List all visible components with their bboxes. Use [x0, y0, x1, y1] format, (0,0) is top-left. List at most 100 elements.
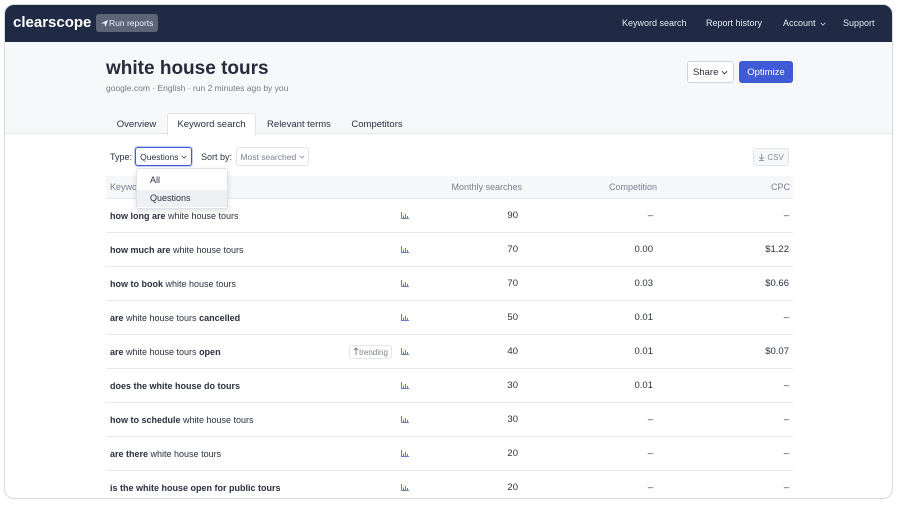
competition: 0.03 [634, 278, 654, 289]
keyword-part: open [199, 346, 221, 357]
column-header: Keyword [110, 182, 146, 192]
nav-link[interactable]: Keyword search [622, 18, 687, 28]
column-header: Monthly searches [451, 182, 522, 192]
navbar: clearscope Run reports Keyword search Rep… [5, 5, 892, 42]
keyword-row: how to book white house tours 70 0.03 $0.66 [106, 266, 793, 300]
keyword-part: how to schedule [110, 414, 181, 425]
competition: – [647, 448, 653, 459]
keyword-part: white house tours [148, 448, 222, 459]
chart-icon[interactable] [401, 484, 409, 491]
type-select[interactable]: Questions [135, 147, 192, 166]
keyword-part: cancelled [199, 312, 241, 323]
cpc: – [783, 210, 789, 221]
keyword-part: are [110, 312, 124, 323]
competition: 0.01 [634, 380, 654, 391]
csv-button[interactable]: CSV [753, 148, 789, 166]
run-reports-button[interactable]: Run reports [96, 14, 159, 32]
report-meta: google.com · English · run 2 minutes ago… [106, 83, 289, 93]
app-window: clearscope Run reports Keyword search Rep… [4, 4, 893, 499]
trend-icon [353, 346, 359, 355]
monthly-searches: 90 [507, 210, 518, 221]
type-label: Type: [110, 152, 133, 162]
keyword-row: how to schedule white house tours 30 – – [106, 402, 793, 436]
cpc: – [783, 312, 789, 323]
nav-link[interactable]: Account [783, 18, 816, 28]
keyword-row: are there white house tours 20 – – [106, 436, 793, 470]
chart-icon[interactable] [401, 450, 409, 457]
csv-label: CSV [767, 152, 784, 162]
monthly-searches: 30 [507, 414, 518, 425]
cpc: – [783, 482, 789, 493]
keyword[interactable]: is the white house open for public tours [110, 483, 281, 493]
keyword-row: are white house tours open trending 40 0.01… [106, 334, 793, 368]
tab[interactable]: Competitors [351, 118, 403, 130]
monthly-searches: 20 [507, 482, 518, 493]
sort-label: Sort by: [201, 152, 233, 162]
monthly-searches: 20 [507, 448, 518, 459]
keyword[interactable]: are white house tours cancelled [110, 313, 240, 323]
chart-icon[interactable] [401, 382, 409, 389]
chart-icon[interactable] [401, 280, 409, 287]
nav-link[interactable]: Report history [706, 18, 763, 28]
keyword[interactable]: how to schedule white house tours [110, 415, 254, 425]
monthly-searches: 70 [507, 278, 518, 289]
cpc: – [783, 380, 789, 391]
brand[interactable]: clearscope [13, 14, 92, 31]
cpc: – [783, 414, 789, 425]
type-dropdown: All Questions [136, 168, 228, 209]
chevron [820, 22, 826, 26]
type-value: Questions [140, 151, 179, 162]
report-header: white house tours google.com · English ·… [5, 42, 892, 135]
chart-icon[interactable] [401, 212, 409, 219]
chevron [181, 155, 187, 159]
keyword-part: white house tours [180, 414, 254, 425]
monthly-searches: 40 [507, 346, 518, 357]
nav-link[interactable]: Support [843, 18, 875, 28]
keyword[interactable]: does the white house do tours [110, 381, 240, 391]
keyword[interactable]: are there white house tours [110, 449, 221, 459]
dropdown-option[interactable]: Questions [137, 190, 227, 207]
keyword[interactable]: how long are white house tours [110, 211, 239, 221]
keyword-part: how much are [110, 244, 171, 255]
send-icon [100, 19, 109, 27]
keyword-part: does the white house do tours [110, 380, 241, 391]
keyword[interactable]: how much are white house tours [110, 245, 244, 255]
keyword-part: are [110, 346, 124, 357]
keyword[interactable]: how to book white house tours [110, 279, 236, 289]
keyword-part: white house tours [165, 210, 239, 221]
keyword-part: white house tours [163, 278, 237, 289]
competition: 0.00 [634, 244, 654, 255]
tab[interactable]: Overview [116, 118, 157, 130]
column-header: Competition [608, 182, 657, 192]
chart-icon[interactable] [401, 416, 409, 423]
competition: 0.01 [634, 312, 654, 323]
keyword-row: does the white house do tours 30 0.01 – [106, 368, 793, 402]
keyword-row: are white house tours cancelled 50 0.01 – [106, 300, 793, 334]
dropdown-option[interactable]: All [150, 175, 161, 185]
keyword-row: how much are white house tours 70 0.00 $1.2… [106, 232, 793, 266]
keyword-part: how to book [110, 278, 163, 289]
cpc: – [783, 448, 789, 459]
chevron [299, 155, 305, 159]
keyword-row: how long are white house tours 90 – – [106, 198, 793, 232]
optimize-button[interactable]: Optimize [739, 61, 793, 83]
competition: 0.01 [634, 346, 654, 357]
cpc: $0.66 [765, 278, 789, 289]
keyword-part: white house tours [170, 244, 244, 255]
chart-icon[interactable] [401, 314, 409, 321]
chevron [721, 70, 728, 74]
sort-select[interactable]: Most searched [236, 147, 309, 166]
chart-icon[interactable] [401, 348, 409, 355]
table-header: Keyword Monthly searches Competition CPC [106, 176, 793, 198]
share-button[interactable]: Share [687, 61, 734, 83]
tab[interactable]: Relevant terms [267, 118, 331, 130]
keyword-part: white house tours [123, 346, 200, 357]
tab-active[interactable]: Keyword search [167, 113, 256, 135]
chart-icon[interactable] [401, 246, 409, 253]
keyword-part: white house tours [123, 312, 200, 323]
keyword-part: how long are [110, 210, 166, 221]
competition: – [647, 414, 653, 425]
monthly-searches: 30 [507, 380, 518, 391]
keyword[interactable]: are white house tours open [110, 347, 221, 357]
monthly-searches: 70 [507, 244, 518, 255]
